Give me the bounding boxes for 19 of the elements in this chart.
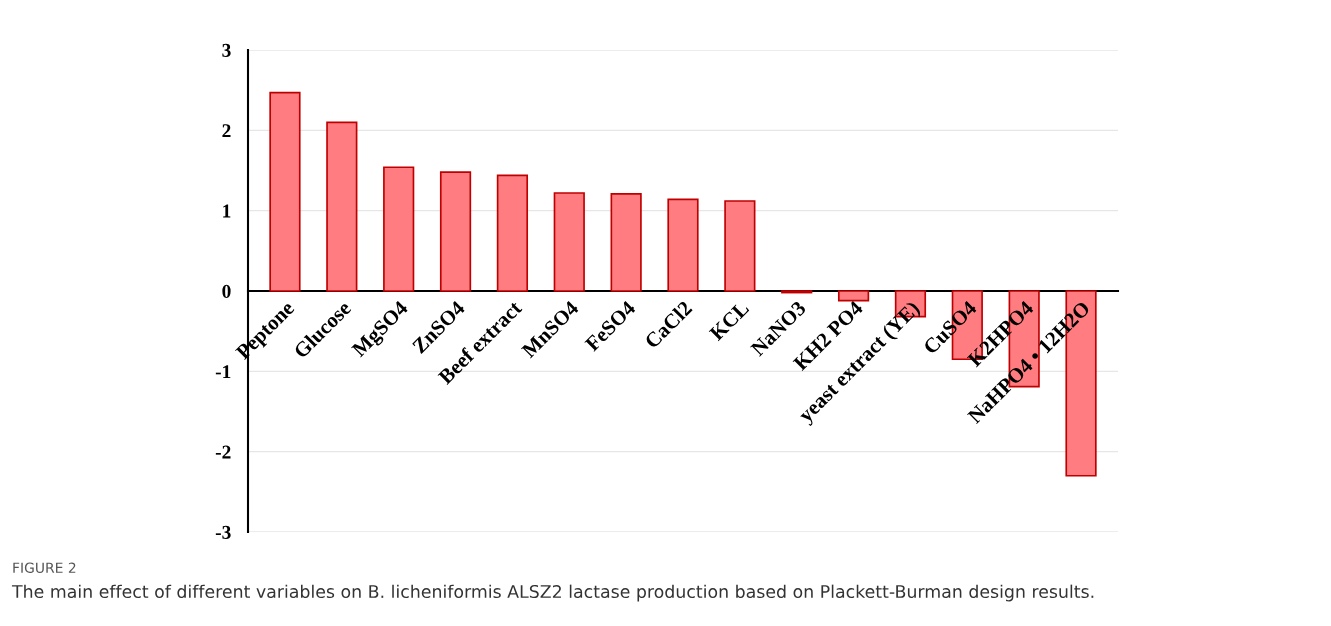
- bar: [610, 192, 642, 292]
- bar: [496, 174, 529, 292]
- bar: [553, 192, 585, 292]
- text: The main effect of different variables on B. licheniformis ALSZ2 lactase production based on Plackett-Burman design results.: [11, 584, 1094, 602]
- y-tick-label: 1: [223, 204, 231, 218]
- bar: [326, 121, 358, 292]
- y-tick-label: 0: [222, 284, 231, 298]
- bar: [383, 166, 415, 292]
- y-tick-label: -2: [215, 445, 231, 459]
- y-tick-label: 3: [222, 43, 231, 57]
- bar: [837, 290, 870, 302]
- bar: [724, 200, 756, 292]
- y-tick-label: -3: [215, 525, 231, 539]
- y-tick-label: 2: [222, 124, 231, 138]
- bar: [667, 198, 699, 292]
- caption: FIGURE 2: [13, 562, 76, 573]
- bar: [269, 91, 301, 292]
- y-tick-label: -1: [215, 365, 231, 379]
- bar: [439, 171, 472, 292]
